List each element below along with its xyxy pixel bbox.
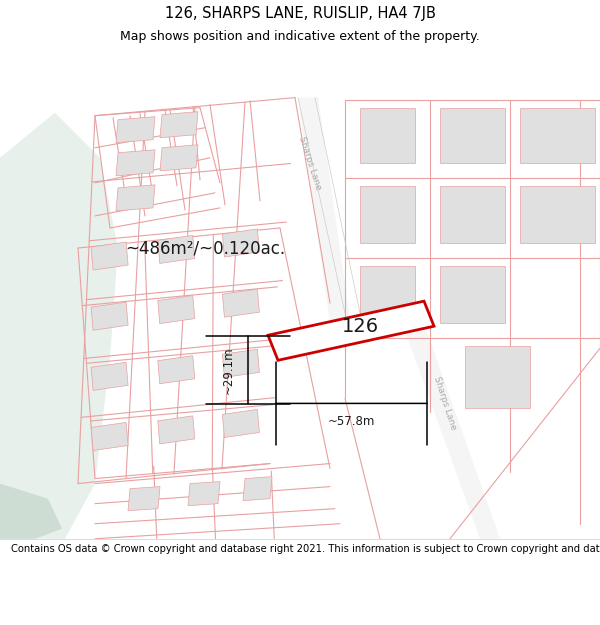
Polygon shape (360, 186, 415, 243)
Text: ~57.8m: ~57.8m (328, 415, 375, 428)
Polygon shape (520, 107, 595, 162)
Text: ~29.1m: ~29.1m (221, 346, 235, 394)
Polygon shape (243, 477, 272, 501)
Polygon shape (91, 302, 128, 330)
Polygon shape (298, 98, 350, 323)
Text: Sharps Lane: Sharps Lane (432, 376, 458, 431)
Polygon shape (116, 117, 155, 142)
Text: Sharps Lane: Sharps Lane (297, 135, 323, 191)
Polygon shape (223, 409, 259, 437)
Polygon shape (440, 107, 505, 162)
Polygon shape (160, 112, 198, 138)
Polygon shape (91, 362, 128, 391)
Polygon shape (395, 298, 500, 539)
Polygon shape (0, 484, 62, 539)
Polygon shape (160, 145, 198, 171)
Polygon shape (188, 482, 220, 506)
Polygon shape (520, 186, 595, 243)
Polygon shape (268, 301, 434, 360)
Polygon shape (158, 416, 195, 444)
Polygon shape (440, 186, 505, 243)
Polygon shape (91, 422, 128, 451)
Polygon shape (116, 185, 155, 211)
Text: 126: 126 (341, 317, 379, 336)
Polygon shape (116, 150, 155, 176)
Text: Contains OS data © Crown copyright and database right 2021. This information is : Contains OS data © Crown copyright and d… (11, 544, 600, 554)
Text: 126, SHARPS LANE, RUISLIP, HA4 7JB: 126, SHARPS LANE, RUISLIP, HA4 7JB (164, 6, 436, 21)
Polygon shape (0, 112, 118, 539)
Polygon shape (158, 296, 195, 324)
Polygon shape (360, 266, 415, 323)
Polygon shape (158, 356, 195, 384)
Text: ~486m²/~0.120ac.: ~486m²/~0.120ac. (125, 239, 285, 257)
Polygon shape (91, 242, 128, 270)
Polygon shape (223, 349, 259, 378)
Polygon shape (158, 236, 195, 264)
Polygon shape (128, 487, 160, 511)
Polygon shape (465, 346, 530, 408)
Polygon shape (440, 266, 505, 323)
Text: Map shows position and indicative extent of the property.: Map shows position and indicative extent… (120, 29, 480, 42)
Polygon shape (223, 289, 259, 317)
Polygon shape (223, 229, 259, 257)
Polygon shape (360, 107, 415, 162)
